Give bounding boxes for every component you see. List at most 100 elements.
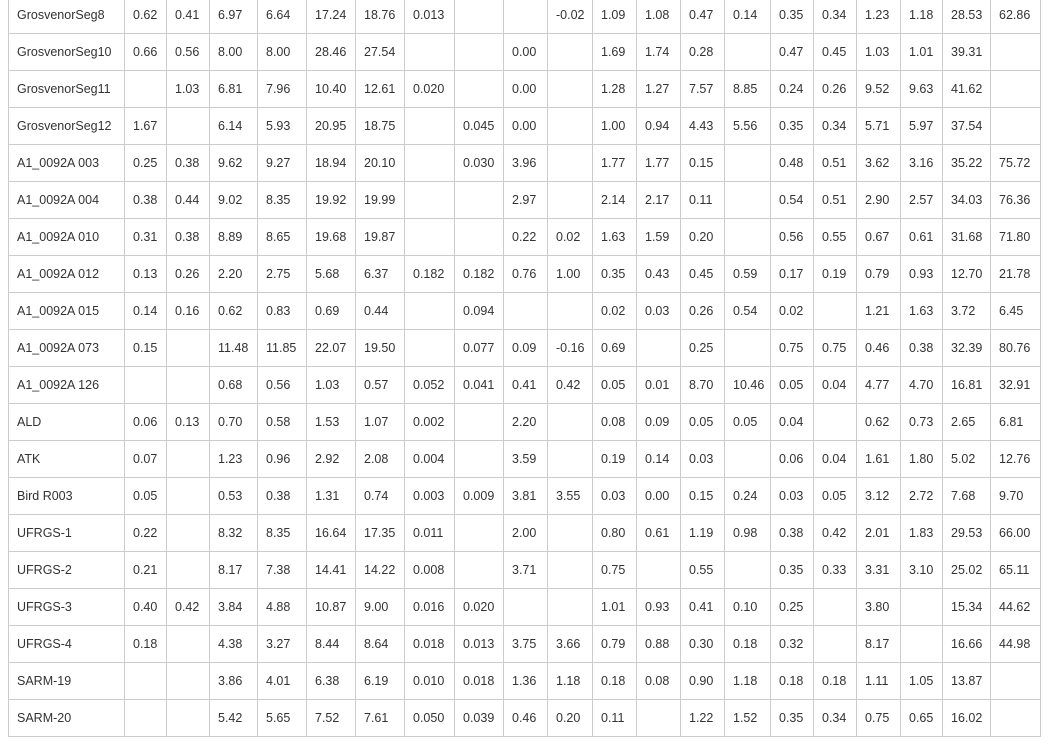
value-cell: 0.41 [680, 588, 725, 626]
value-cell: 0.69 [592, 329, 637, 367]
value-cell [166, 107, 210, 145]
value-cell [454, 551, 504, 589]
value-cell: 0.93 [636, 588, 681, 626]
value-cell: 1.03 [166, 70, 210, 108]
value-cell: 3.81 [503, 477, 548, 515]
value-cell: 0.35 [770, 699, 814, 737]
value-cell: 2.65 [942, 403, 991, 441]
value-cell [124, 699, 167, 737]
value-cell: 0.38 [166, 218, 210, 256]
sample-name-cell: UFRGS-4 [8, 625, 125, 663]
value-cell: 0.44 [166, 181, 210, 219]
value-cell: 6.64 [257, 0, 307, 34]
value-cell: 1.28 [592, 70, 637, 108]
value-cell: 0.010 [404, 662, 455, 700]
value-cell: 0.26 [166, 255, 210, 293]
value-cell [724, 551, 771, 589]
value-cell: 0.56 [257, 366, 307, 404]
value-cell: 0.24 [724, 477, 771, 515]
value-cell: 1.08 [636, 0, 681, 34]
value-cell: 0.35 [770, 107, 814, 145]
value-cell [813, 625, 857, 663]
value-cell: 0.09 [503, 329, 548, 367]
value-cell: 0.05 [770, 366, 814, 404]
value-cell: 71.80 [990, 218, 1041, 256]
value-cell: 0.18 [592, 662, 637, 700]
value-cell: 1.74 [636, 33, 681, 71]
value-cell: 0.51 [813, 144, 857, 182]
value-cell: 0.09 [636, 403, 681, 441]
value-cell: 18.94 [306, 144, 356, 182]
value-cell: 0.22 [124, 514, 167, 552]
value-cell: 0.45 [813, 33, 857, 71]
value-cell: 10.46 [724, 366, 771, 404]
value-cell: 0.050 [404, 699, 455, 737]
value-cell: 1.63 [592, 218, 637, 256]
value-cell: 7.68 [942, 477, 991, 515]
value-cell: 7.96 [257, 70, 307, 108]
value-cell: 2.57 [900, 181, 943, 219]
value-cell: 6.38 [306, 662, 356, 700]
value-cell: 0.13 [124, 255, 167, 293]
value-cell: 0.67 [856, 218, 901, 256]
value-cell: 0.44 [355, 292, 405, 330]
table-row: Bird R003 0.05 0.53 0.38 1.31 0.74 0.003 0.009 3… [8, 477, 1041, 515]
value-cell: 0.38 [124, 181, 167, 219]
value-cell: 0.11 [680, 181, 725, 219]
value-cell: 0.34 [813, 699, 857, 737]
value-cell: 66.00 [990, 514, 1041, 552]
value-cell [404, 107, 455, 145]
value-cell: 0.41 [503, 366, 548, 404]
value-cell: 5.02 [942, 440, 991, 478]
table-row: A1_0092A 010 0.31 0.38 8.89 8.65 19.68 19.87 0.… [8, 218, 1041, 256]
value-cell: 0.011 [404, 514, 455, 552]
value-cell: 3.66 [547, 625, 593, 663]
value-cell [454, 70, 504, 108]
table-row: A1_0092A 003 0.25 0.38 9.62 9.27 18.94 20.10 0.… [8, 144, 1041, 182]
value-cell: 2.00 [503, 514, 548, 552]
value-cell: 6.81 [990, 403, 1041, 441]
value-cell: 2.20 [209, 255, 258, 293]
value-cell: 20.10 [355, 144, 405, 182]
value-cell: 2.14 [592, 181, 637, 219]
value-cell: 0.35 [592, 255, 637, 293]
value-cell: 0.18 [724, 625, 771, 663]
sample-name-cell: SARM-19 [8, 662, 125, 700]
value-cell: 4.01 [257, 662, 307, 700]
value-cell: 0.19 [592, 440, 637, 478]
value-cell: 19.99 [355, 181, 405, 219]
value-cell: 10.87 [306, 588, 356, 626]
value-cell: 1.23 [209, 440, 258, 478]
value-cell: 0.02 [592, 292, 637, 330]
sample-name-cell: A1_0092A 004 [8, 181, 125, 219]
value-cell: 2.17 [636, 181, 681, 219]
value-cell: 5.93 [257, 107, 307, 145]
value-cell: 1.09 [592, 0, 637, 34]
value-cell: 0.018 [404, 625, 455, 663]
value-cell: 2.97 [503, 181, 548, 219]
value-cell: 1.03 [306, 366, 356, 404]
value-cell: 8.65 [257, 218, 307, 256]
value-cell [724, 33, 771, 71]
value-cell: 2.20 [503, 403, 548, 441]
value-cell: 39.31 [942, 33, 991, 71]
value-cell: 21.78 [990, 255, 1041, 293]
value-cell [547, 33, 593, 71]
value-cell: 0.018 [454, 662, 504, 700]
value-cell: 0.38 [257, 477, 307, 515]
value-cell: 0.05 [124, 477, 167, 515]
value-cell: 0.25 [770, 588, 814, 626]
value-cell: 1.27 [636, 70, 681, 108]
value-cell: 1.63 [900, 292, 943, 330]
value-cell: 0.62 [856, 403, 901, 441]
value-cell: 0.04 [813, 366, 857, 404]
value-cell [454, 181, 504, 219]
value-cell: 0.83 [257, 292, 307, 330]
value-cell [547, 181, 593, 219]
value-cell: 0.06 [770, 440, 814, 478]
value-cell: 2.75 [257, 255, 307, 293]
value-cell: 13.87 [942, 662, 991, 700]
value-cell: 29.53 [942, 514, 991, 552]
value-cell: 3.84 [209, 588, 258, 626]
value-cell: 2.01 [856, 514, 901, 552]
